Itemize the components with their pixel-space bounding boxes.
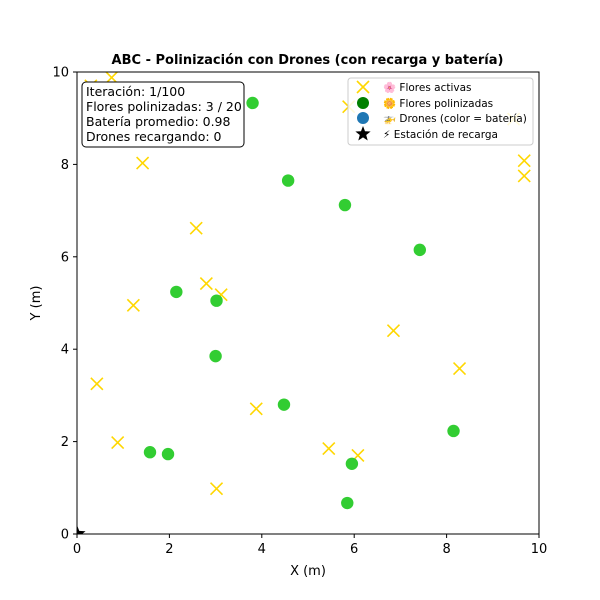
active-flower-marker: [322, 441, 336, 456]
info-box-frame: [81, 81, 245, 148]
pollinated-flower-marker: [246, 96, 259, 110]
active-flower-marker: [209, 482, 224, 496]
info-drones-recharging: Drones recargando: 0: [86, 129, 222, 144]
legend-marker-drone: [357, 112, 369, 124]
pollinated-flower-marker: [447, 424, 460, 438]
active-flower-marker: [386, 324, 401, 338]
pollinated-flower-marker: [209, 349, 222, 363]
y-tick-label: 0: [61, 528, 69, 543]
y-axis-ticks: 0 2 4 6 8 10: [52, 66, 77, 543]
y-tick-label: 4: [61, 343, 69, 358]
charging-station-marker: [77, 525, 86, 534]
active-flower-marker: [517, 154, 531, 168]
pollinated-flower-marker: [281, 174, 295, 187]
x-axis-label: X (m): [290, 564, 326, 579]
plot-frame: [76, 71, 540, 535]
pollinated-flower-marker: [341, 496, 354, 510]
pollinated-flower-marker: [338, 198, 352, 212]
pollinated-flower-marker: [345, 457, 359, 470]
active-flower-marker: [517, 169, 531, 183]
legend-frame: [347, 77, 534, 146]
legend-label-pollinated: 🌼 Flores polinizadas: [383, 97, 493, 110]
active-flower-marker: [189, 221, 203, 235]
pollinated-flower-marker: [161, 447, 175, 461]
info-box: Iteración: 1/100 Flores polinizadas: 3 /…: [81, 81, 245, 148]
pollinated-flower-marker: [277, 398, 291, 411]
active-flower-marker: [249, 402, 263, 416]
pollinated-flower-marker: [413, 243, 427, 257]
info-battery-average: Batería promedio: 0.98: [86, 114, 231, 129]
pollinated-flower-marker: [210, 294, 223, 307]
legend-marker-active: [356, 80, 370, 94]
legend-marker-station: [355, 126, 371, 141]
active-flower-marker: [126, 298, 140, 312]
info-pollinated-count: Flores polinizadas: 3 / 20: [86, 99, 242, 114]
x-tick-label: 6: [350, 542, 358, 557]
y-tick-label: 2: [61, 435, 69, 450]
y-tick-label: 10: [52, 66, 69, 81]
y-axis-label: Y (m): [29, 286, 44, 322]
pollinated-flower-marker: [143, 446, 157, 459]
x-tick-label: 0: [73, 542, 81, 557]
active-flower-marker: [452, 362, 467, 376]
x-tick-label: 2: [165, 542, 173, 557]
legend: 🌸 Flores activas 🌼 Flores polinizadas 🚁 …: [347, 77, 534, 146]
chart-title: ABC - Polinización con Drones (con recar…: [112, 53, 504, 68]
x-tick-label: 8: [442, 542, 450, 557]
active-flower-marker: [111, 435, 125, 450]
legend-label-station: ⚡ Estación de recarga: [383, 129, 498, 141]
y-tick-label: 6: [61, 250, 69, 265]
legend-marker-pollinated: [357, 97, 369, 109]
y-tick-label: 8: [61, 158, 69, 173]
legend-label-active: 🌸 Flores activas: [383, 81, 472, 94]
active-flower-marker: [136, 156, 150, 170]
x-tick-label: 4: [258, 542, 266, 557]
legend-label-drone: 🚁 Drones (color = batería): [383, 113, 527, 125]
active-flower-marker: [199, 277, 213, 291]
pollinated-flower-marker: [170, 285, 183, 299]
info-iteration: Iteración: 1/100: [86, 84, 185, 99]
x-axis-ticks: 0 2 4 6 8 10: [73, 534, 547, 557]
x-tick-label: 10: [531, 542, 548, 557]
active-flower-marker: [90, 377, 104, 391]
